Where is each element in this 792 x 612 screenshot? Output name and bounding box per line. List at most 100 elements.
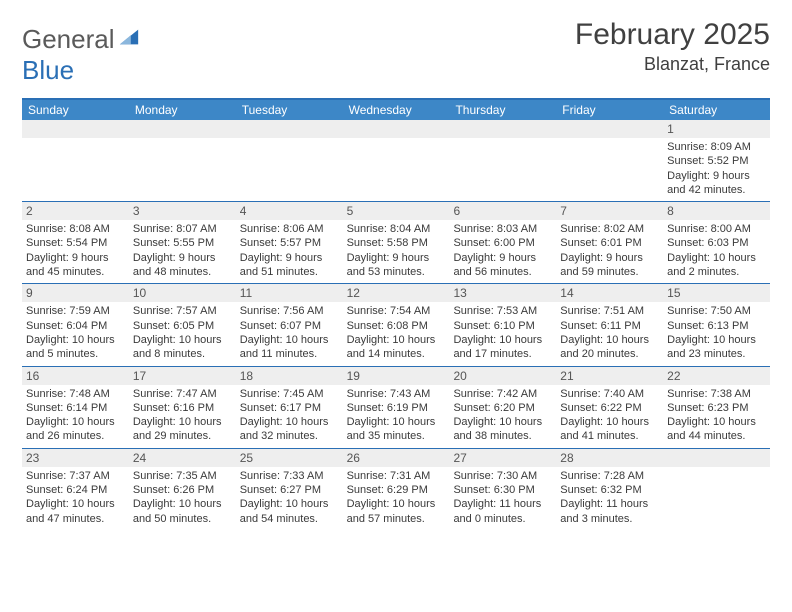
sunset-line: Sunset: 6:07 PM <box>240 319 339 333</box>
cell-body: Sunrise: 7:47 AMSunset: 6:16 PMDaylight:… <box>129 385 236 448</box>
cell-body: Sunrise: 7:50 AMSunset: 6:13 PMDaylight:… <box>663 302 770 365</box>
cell-body: Sunrise: 7:42 AMSunset: 6:20 PMDaylight:… <box>449 385 556 448</box>
sunrise-line: Sunrise: 8:07 AM <box>133 222 232 236</box>
day-number: 2 <box>22 202 129 220</box>
sunset-line: Sunset: 6:29 PM <box>347 483 446 497</box>
calendar-cell: 18Sunrise: 7:45 AMSunset: 6:17 PMDayligh… <box>236 367 343 448</box>
sunset-line: Sunset: 6:00 PM <box>453 236 552 250</box>
day-number: 19 <box>343 367 450 385</box>
sunrise-line: Sunrise: 7:35 AM <box>133 469 232 483</box>
day-header: Tuesday <box>236 100 343 120</box>
sunrise-line: Sunrise: 7:31 AM <box>347 469 446 483</box>
daylight-line: Daylight: 9 hours and 45 minutes. <box>26 251 125 280</box>
cell-body: Sunrise: 8:09 AMSunset: 5:52 PMDaylight:… <box>663 138 770 201</box>
sunset-line: Sunset: 6:32 PM <box>560 483 659 497</box>
day-number: 14 <box>556 284 663 302</box>
calendar-cell: 19Sunrise: 7:43 AMSunset: 6:19 PMDayligh… <box>343 367 450 448</box>
calendar-cell: 22Sunrise: 7:38 AMSunset: 6:23 PMDayligh… <box>663 367 770 448</box>
day-number: 12 <box>343 284 450 302</box>
cell-body: Sunrise: 7:45 AMSunset: 6:17 PMDaylight:… <box>236 385 343 448</box>
cell-body: Sunrise: 8:08 AMSunset: 5:54 PMDaylight:… <box>22 220 129 283</box>
daylight-line: Daylight: 10 hours and 26 minutes. <box>26 415 125 444</box>
cell-body: Sunrise: 7:48 AMSunset: 6:14 PMDaylight:… <box>22 385 129 448</box>
cell-body: Sunrise: 7:51 AMSunset: 6:11 PMDaylight:… <box>556 302 663 365</box>
daylight-line: Daylight: 10 hours and 35 minutes. <box>347 415 446 444</box>
calendar-cell: 25Sunrise: 7:33 AMSunset: 6:27 PMDayligh… <box>236 449 343 530</box>
calendar-cell: 13Sunrise: 7:53 AMSunset: 6:10 PMDayligh… <box>449 284 556 365</box>
day-number: 13 <box>449 284 556 302</box>
daylight-line: Daylight: 10 hours and 32 minutes. <box>240 415 339 444</box>
calendar-week: 9Sunrise: 7:59 AMSunset: 6:04 PMDaylight… <box>22 283 770 365</box>
cell-body: Sunrise: 7:57 AMSunset: 6:05 PMDaylight:… <box>129 302 236 365</box>
sunrise-line: Sunrise: 7:42 AM <box>453 387 552 401</box>
day-number <box>663 449 770 467</box>
day-header: Friday <box>556 100 663 120</box>
day-number: 7 <box>556 202 663 220</box>
brand-logo: General <box>22 18 140 55</box>
daylight-line: Daylight: 10 hours and 17 minutes. <box>453 333 552 362</box>
daylight-line: Daylight: 10 hours and 38 minutes. <box>453 415 552 444</box>
sunset-line: Sunset: 6:16 PM <box>133 401 232 415</box>
brand-word-2: Blue <box>22 55 770 86</box>
calendar-cell: 3Sunrise: 8:07 AMSunset: 5:55 PMDaylight… <box>129 202 236 283</box>
calendar-cell: 15Sunrise: 7:50 AMSunset: 6:13 PMDayligh… <box>663 284 770 365</box>
calendar-week: 16Sunrise: 7:48 AMSunset: 6:14 PMDayligh… <box>22 366 770 448</box>
cell-body <box>236 138 343 144</box>
sunset-line: Sunset: 6:23 PM <box>667 401 766 415</box>
cell-body: Sunrise: 8:07 AMSunset: 5:55 PMDaylight:… <box>129 220 236 283</box>
day-number: 9 <box>22 284 129 302</box>
weeks-container: 1Sunrise: 8:09 AMSunset: 5:52 PMDaylight… <box>22 120 770 530</box>
sunrise-line: Sunrise: 8:02 AM <box>560 222 659 236</box>
day-number: 3 <box>129 202 236 220</box>
cell-body: Sunrise: 7:53 AMSunset: 6:10 PMDaylight:… <box>449 302 556 365</box>
sunrise-line: Sunrise: 7:57 AM <box>133 304 232 318</box>
daylight-line: Daylight: 10 hours and 54 minutes. <box>240 497 339 526</box>
cell-body: Sunrise: 7:38 AMSunset: 6:23 PMDaylight:… <box>663 385 770 448</box>
cell-body: Sunrise: 7:30 AMSunset: 6:30 PMDaylight:… <box>449 467 556 530</box>
sunset-line: Sunset: 6:27 PM <box>240 483 339 497</box>
sunrise-line: Sunrise: 7:28 AM <box>560 469 659 483</box>
cell-body: Sunrise: 7:43 AMSunset: 6:19 PMDaylight:… <box>343 385 450 448</box>
calendar-cell: 16Sunrise: 7:48 AMSunset: 6:14 PMDayligh… <box>22 367 129 448</box>
day-number: 27 <box>449 449 556 467</box>
sunset-line: Sunset: 6:19 PM <box>347 401 446 415</box>
daylight-line: Daylight: 9 hours and 53 minutes. <box>347 251 446 280</box>
brand-word-1: General <box>22 24 115 55</box>
sunrise-line: Sunrise: 7:51 AM <box>560 304 659 318</box>
calendar-cell: 5Sunrise: 8:04 AMSunset: 5:58 PMDaylight… <box>343 202 450 283</box>
day-header-row: Sunday Monday Tuesday Wednesday Thursday… <box>22 100 770 120</box>
cell-body: Sunrise: 7:40 AMSunset: 6:22 PMDaylight:… <box>556 385 663 448</box>
calendar-cell: 9Sunrise: 7:59 AMSunset: 6:04 PMDaylight… <box>22 284 129 365</box>
calendar-week: 2Sunrise: 8:08 AMSunset: 5:54 PMDaylight… <box>22 201 770 283</box>
calendar-cell: 1Sunrise: 8:09 AMSunset: 5:52 PMDaylight… <box>663 120 770 201</box>
daylight-line: Daylight: 10 hours and 5 minutes. <box>26 333 125 362</box>
cell-body: Sunrise: 8:00 AMSunset: 6:03 PMDaylight:… <box>663 220 770 283</box>
daylight-line: Daylight: 10 hours and 8 minutes. <box>133 333 232 362</box>
calendar-cell: 7Sunrise: 8:02 AMSunset: 6:01 PMDaylight… <box>556 202 663 283</box>
calendar-cell: 10Sunrise: 7:57 AMSunset: 6:05 PMDayligh… <box>129 284 236 365</box>
cell-body: Sunrise: 7:59 AMSunset: 6:04 PMDaylight:… <box>22 302 129 365</box>
day-header: Saturday <box>663 100 770 120</box>
day-number: 4 <box>236 202 343 220</box>
sunset-line: Sunset: 6:20 PM <box>453 401 552 415</box>
cell-body <box>343 138 450 144</box>
sunrise-line: Sunrise: 8:04 AM <box>347 222 446 236</box>
day-number: 24 <box>129 449 236 467</box>
sunset-line: Sunset: 6:24 PM <box>26 483 125 497</box>
cell-body <box>449 138 556 144</box>
day-number <box>22 120 129 138</box>
day-number: 23 <box>22 449 129 467</box>
day-number: 26 <box>343 449 450 467</box>
day-number: 1 <box>663 120 770 138</box>
calendar-cell: 21Sunrise: 7:40 AMSunset: 6:22 PMDayligh… <box>556 367 663 448</box>
daylight-line: Daylight: 9 hours and 48 minutes. <box>133 251 232 280</box>
sunrise-line: Sunrise: 7:45 AM <box>240 387 339 401</box>
sunset-line: Sunset: 5:54 PM <box>26 236 125 250</box>
daylight-line: Daylight: 10 hours and 20 minutes. <box>560 333 659 362</box>
day-number <box>129 120 236 138</box>
daylight-line: Daylight: 10 hours and 47 minutes. <box>26 497 125 526</box>
calendar-cell <box>343 120 450 201</box>
sunset-line: Sunset: 6:11 PM <box>560 319 659 333</box>
day-number: 6 <box>449 202 556 220</box>
cell-body <box>129 138 236 144</box>
